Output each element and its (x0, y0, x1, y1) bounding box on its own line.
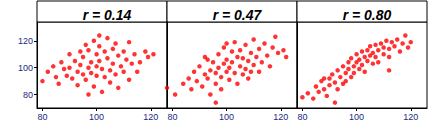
svg-text:r = 0.14: r = 0.14 (83, 7, 132, 23)
svg-text:r = 0.47: r = 0.47 (213, 7, 263, 23)
svg-text:100: 100 (349, 112, 364, 122)
svg-text:120: 120 (18, 36, 33, 46)
svg-text:100: 100 (18, 63, 33, 73)
svg-text:120: 120 (273, 112, 288, 122)
svg-text:r = 0.80: r = 0.80 (343, 7, 392, 23)
svg-text:80: 80 (37, 112, 47, 122)
svg-text:100: 100 (89, 112, 104, 122)
svg-text:120: 120 (143, 112, 158, 122)
svg-text:80: 80 (167, 112, 177, 122)
svg-text:80: 80 (297, 112, 307, 122)
svg-text:100: 100 (219, 112, 234, 122)
svg-text:120: 120 (403, 112, 418, 122)
svg-text:80: 80 (23, 90, 33, 100)
